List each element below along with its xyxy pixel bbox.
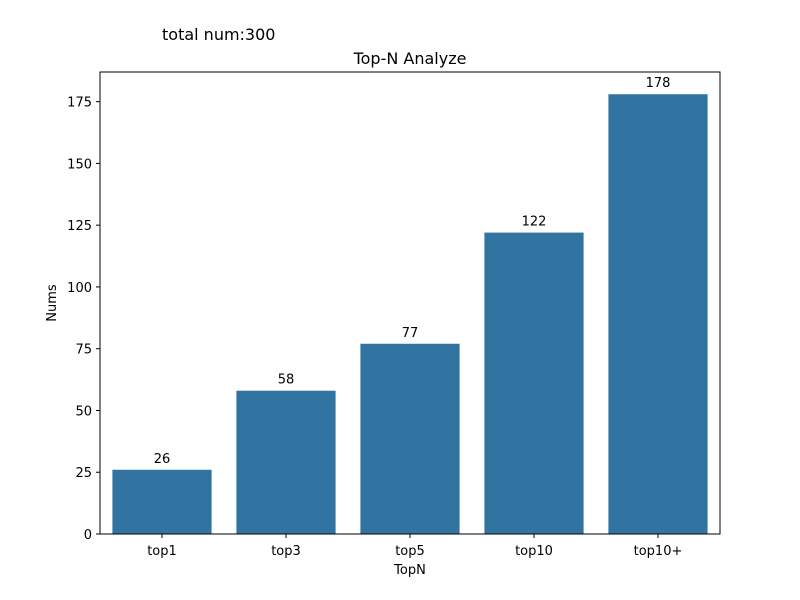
data-label-top3: 58 xyxy=(278,373,295,388)
x-tick-label: top5 xyxy=(395,544,425,559)
x-axis-tick-labels: top1 top3 top5 top10 top10+ xyxy=(147,544,682,559)
x-tick-label: top3 xyxy=(271,544,301,559)
y-axis-title: Nums xyxy=(45,284,60,322)
y-tick-label: 50 xyxy=(75,404,92,419)
axis-ticks xyxy=(96,101,659,538)
x-tick-label: top10+ xyxy=(634,544,683,559)
data-label-top10: 122 xyxy=(522,215,547,230)
y-tick-label: 100 xyxy=(67,281,92,296)
x-tick-label: top1 xyxy=(147,544,177,559)
y-tick-label: 125 xyxy=(67,219,92,234)
y-tick-label: 175 xyxy=(67,96,92,111)
data-label-top5: 77 xyxy=(402,326,419,341)
y-tick-label: 75 xyxy=(75,343,92,358)
bar-top3 xyxy=(236,390,336,534)
x-axis-title: TopN xyxy=(393,563,426,578)
bar-series xyxy=(112,94,708,534)
chart-title: Top-N Analyze xyxy=(353,49,467,68)
y-axis-tick-labels: 0 25 50 75 100 125 150 175 xyxy=(67,96,92,543)
plot-frame xyxy=(99,71,721,535)
x-tick-label: top10 xyxy=(515,544,553,559)
bar-top10 xyxy=(484,232,584,534)
bar-top1 xyxy=(112,469,212,534)
data-label-top1: 26 xyxy=(154,452,171,467)
y-tick-label: 150 xyxy=(67,157,92,172)
data-label-top10+: 178 xyxy=(646,76,671,91)
bar-top10+ xyxy=(608,94,708,534)
bar-top5 xyxy=(360,343,460,534)
bar-data-labels: 26 58 77 122 178 xyxy=(154,76,671,467)
y-tick-label: 0 xyxy=(84,528,92,543)
y-tick-label: 25 xyxy=(75,466,92,481)
total-count-label: total num:300 xyxy=(162,25,275,44)
